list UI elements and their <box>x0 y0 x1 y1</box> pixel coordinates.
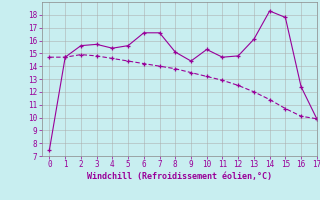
X-axis label: Windchill (Refroidissement éolien,°C): Windchill (Refroidissement éolien,°C) <box>87 172 272 181</box>
